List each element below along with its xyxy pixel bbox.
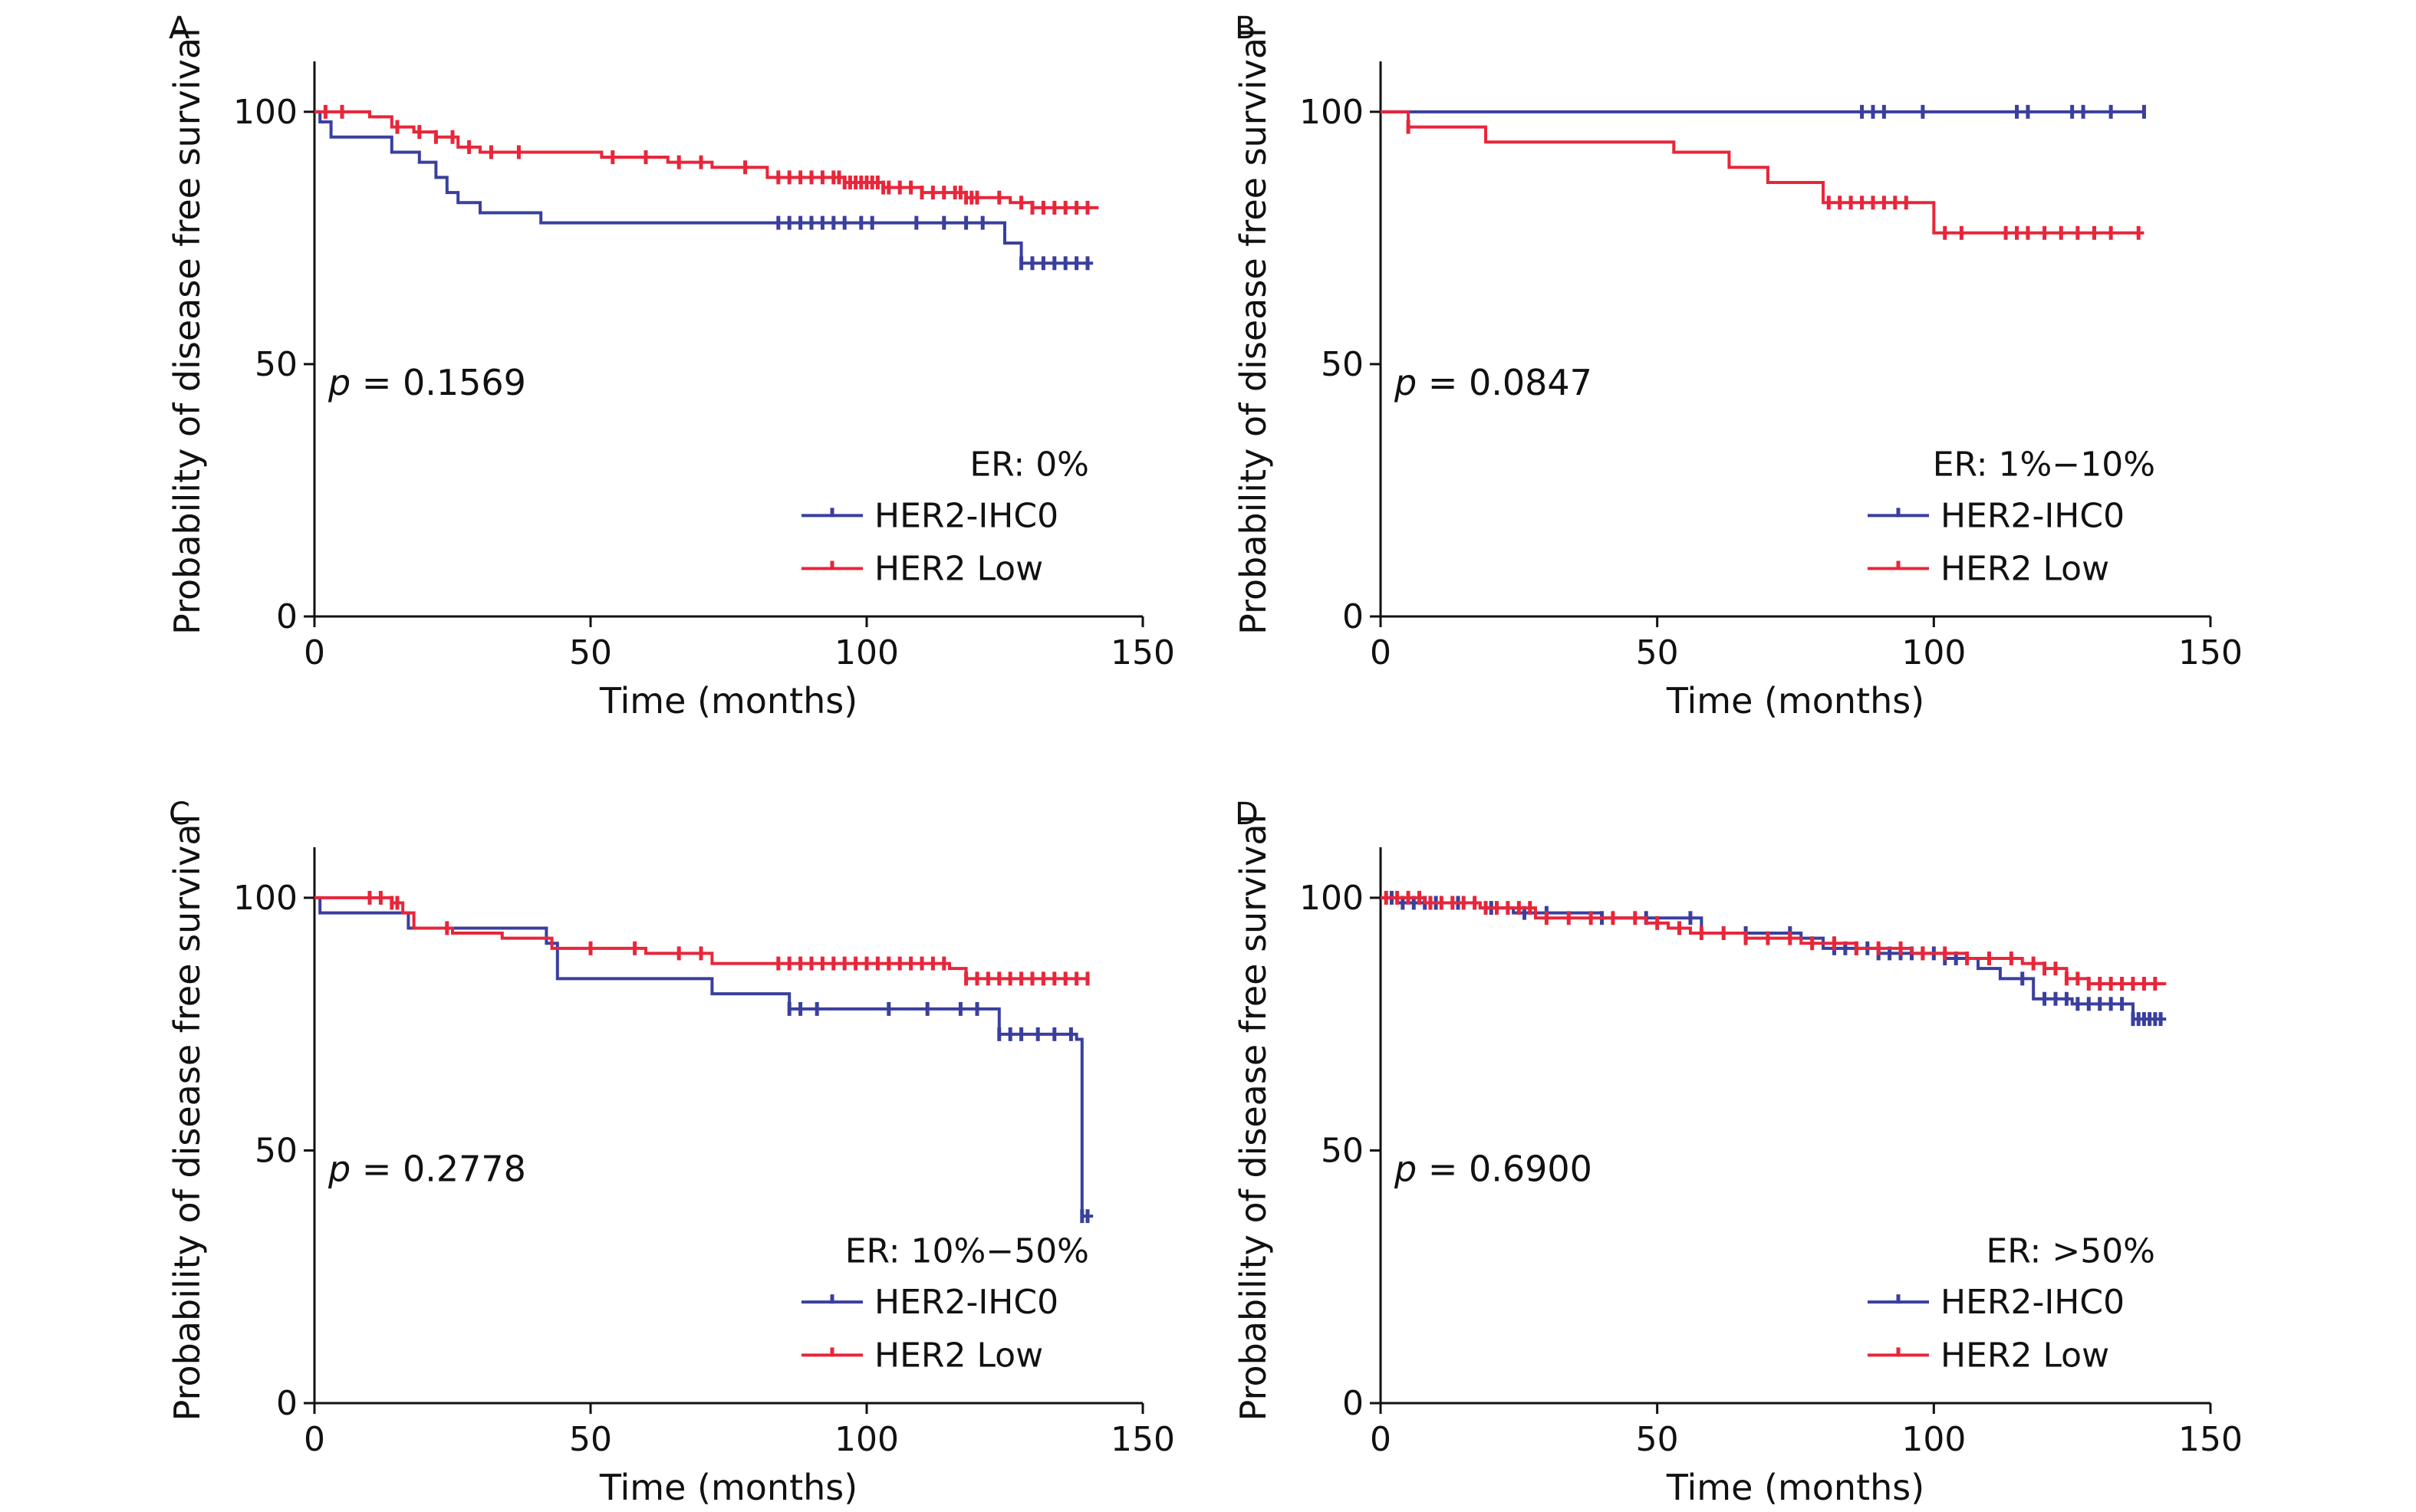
p-value-annotation: p = 0.0847	[1394, 362, 1592, 403]
x-axis-title: Time (months)	[1666, 1467, 1924, 1508]
y-tick-label: 100	[1299, 93, 1364, 132]
series-her2-low	[314, 890, 1090, 986]
x-tick-label: 0	[1370, 633, 1391, 672]
legend-subgroup: ER: >50%	[1986, 1231, 2156, 1270]
x-tick-label: 150	[2178, 1420, 2243, 1459]
p-value: = 0.1569	[351, 362, 526, 403]
p-symbol: p	[1394, 1148, 1417, 1189]
y-tick-label: 0	[1342, 1384, 1364, 1423]
p-value: = 0.6900	[1417, 1148, 1592, 1189]
y-tick-label: 0	[276, 597, 298, 636]
y-tick-label: 50	[1321, 1131, 1364, 1170]
panel-letter: A	[169, 11, 190, 46]
p-value: = 0.0847	[1417, 362, 1592, 403]
series-her2-low	[1381, 110, 2144, 240]
x-tick-label: 150	[1111, 1420, 1175, 1459]
legend-item: HER2 Low	[801, 549, 1043, 588]
legend-item: HER2-IHC0	[801, 496, 1058, 535]
legend-item: HER2 Low	[1868, 1336, 2109, 1375]
x-axis-title: Time (months)	[599, 680, 857, 721]
survival-curve	[314, 110, 1099, 209]
y-tick-label: 0	[276, 1384, 298, 1423]
x-tick-label: 0	[1370, 1420, 1391, 1459]
y-axis-title: Probability of disease free survival	[166, 814, 208, 1422]
x-axis-title: Time (months)	[599, 1467, 857, 1508]
series-her2-low	[1381, 890, 2167, 991]
survival-curve	[314, 896, 1094, 1218]
panel-letter: B	[1235, 11, 1256, 46]
survival-curve	[1381, 896, 2167, 1021]
p-symbol: p	[328, 1148, 351, 1189]
panel-d: D 0 50 100 150 0 50 100 Time (months) Probability…	[1233, 797, 2243, 1508]
legend-label: HER2 Low	[874, 1336, 1043, 1375]
legend-label: HER2 Low	[1940, 549, 2109, 588]
legend-item: HER2-IHC0	[1868, 1283, 2125, 1322]
x-tick-label: 0	[304, 1420, 325, 1459]
p-value-annotation: p = 0.6900	[1394, 1148, 1592, 1189]
panel-b: B 0 50 100 150 0 50 100 Time (months) Probability…	[1233, 11, 2243, 721]
x-tick-label: 50	[1636, 633, 1679, 672]
x-tick-label: 0	[304, 633, 325, 672]
p-symbol: p	[328, 362, 351, 403]
y-tick-label: 50	[255, 345, 298, 384]
legend-item: HER2 Low	[801, 1336, 1043, 1375]
legend-item: HER2 Low	[1868, 549, 2109, 588]
y-axis-title: Probability of disease free survival	[166, 28, 208, 635]
y-tick-label: 100	[1299, 879, 1364, 918]
y-tick-label: 100	[233, 93, 298, 132]
x-tick-label: 50	[569, 1420, 612, 1459]
legend-subgroup: ER: 0%	[969, 445, 1089, 485]
survival-curve	[314, 110, 1094, 265]
survival-curve	[1381, 110, 2144, 235]
series-her2-low	[314, 104, 1099, 215]
y-axis-title: Probability of disease free survival	[1233, 28, 1274, 635]
legend-label: HER2-IHC0	[874, 1283, 1058, 1322]
legend-subgroup: ER: 10%−50%	[845, 1231, 1089, 1270]
x-axis-title: Time (months)	[1666, 680, 1924, 721]
series-her2-ihc0	[314, 110, 1094, 271]
p-value-annotation: p = 0.2778	[328, 1148, 526, 1189]
legend-item: HER2-IHC0	[801, 1283, 1058, 1322]
x-tick-label: 100	[1901, 633, 1966, 672]
x-tick-label: 100	[834, 633, 899, 672]
legend-label: HER2-IHC0	[874, 496, 1058, 535]
x-tick-label: 50	[569, 633, 612, 672]
panel-a: A 0 50 100 150 0 50 100 Time (months) Probability…	[166, 11, 1175, 721]
legend-label: HER2 Low	[874, 549, 1043, 588]
legend-item: HER2-IHC0	[1868, 496, 2125, 535]
p-value: = 0.2778	[351, 1148, 526, 1189]
series-her2-ihc0	[1381, 104, 2146, 119]
x-tick-label: 150	[1111, 633, 1175, 672]
legend-subgroup: ER: 1%−10%	[1933, 445, 2155, 485]
x-tick-label: 100	[834, 1420, 899, 1459]
p-value-annotation: p = 0.1569	[328, 362, 526, 403]
panel-letter: C	[169, 797, 190, 832]
x-tick-label: 50	[1636, 1420, 1679, 1459]
y-tick-label: 0	[1342, 597, 1364, 636]
p-symbol: p	[1394, 362, 1417, 403]
y-axis-title: Probability of disease free survival	[1233, 814, 1274, 1422]
x-tick-label: 100	[1901, 1420, 1966, 1459]
y-tick-label: 100	[233, 879, 298, 918]
legend-label: HER2-IHC0	[1940, 1283, 2125, 1322]
panel-letter: D	[1235, 797, 1259, 832]
y-tick-label: 50	[1321, 345, 1364, 384]
legend-label: HER2-IHC0	[1940, 496, 2125, 535]
series-her2-ihc0	[314, 896, 1094, 1224]
x-tick-label: 150	[2178, 633, 2243, 672]
survival-curve	[314, 896, 1088, 981]
y-tick-label: 50	[255, 1131, 298, 1170]
panel-c: C 0 50 100 150 0 50 100 Time (months) Probability…	[166, 797, 1175, 1508]
legend-label: HER2 Low	[1940, 1336, 2109, 1375]
